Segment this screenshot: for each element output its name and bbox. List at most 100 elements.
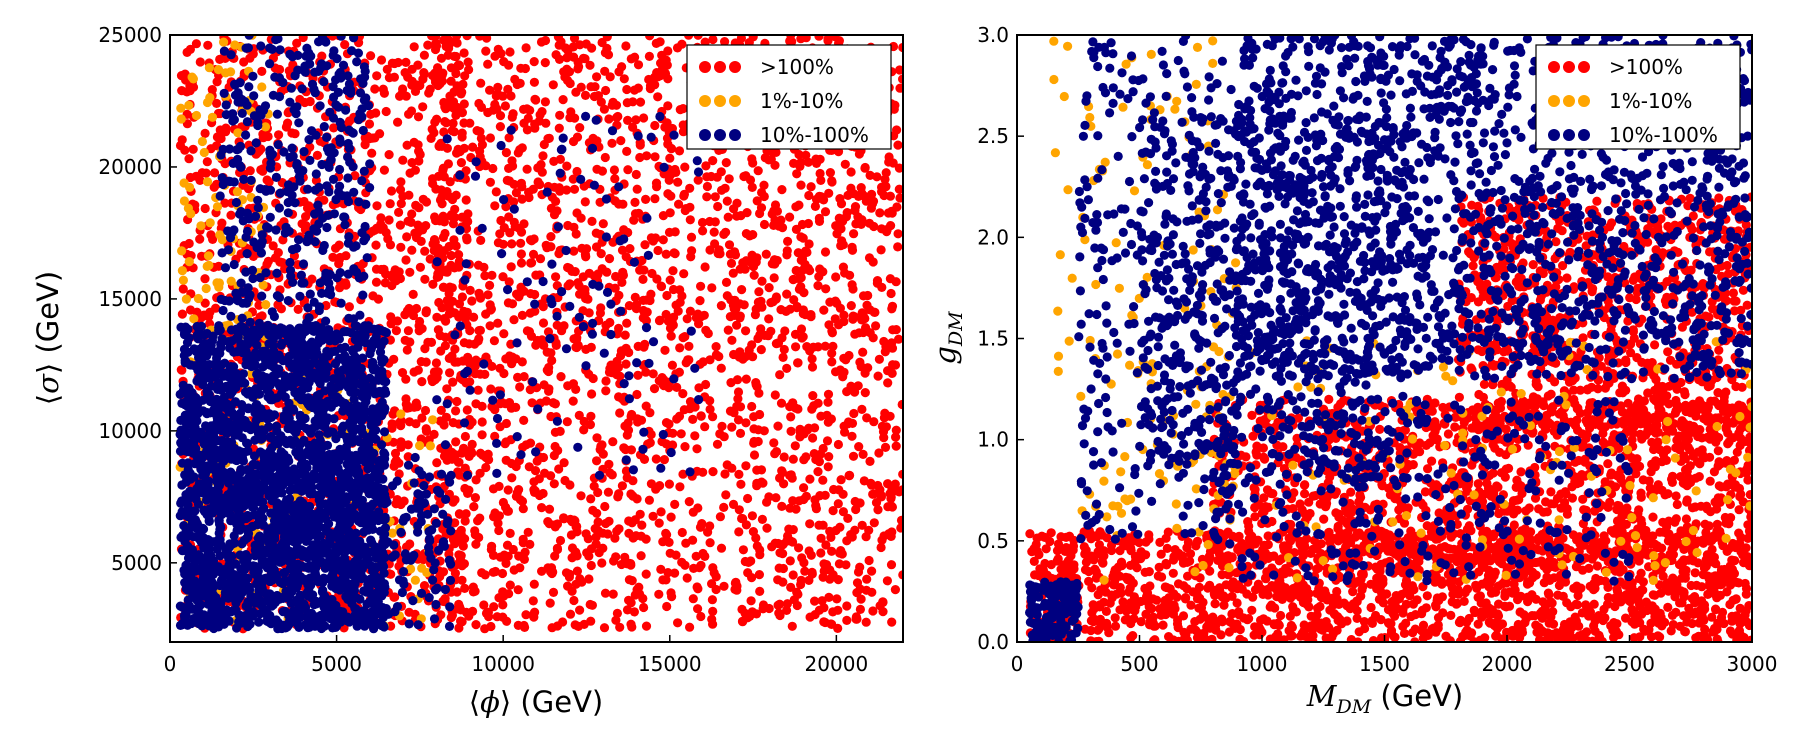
- left-point: [867, 566, 877, 576]
- left-point: [601, 232, 612, 242]
- left-point: [624, 516, 634, 526]
- left-point: [776, 398, 787, 408]
- left-point: [477, 568, 487, 578]
- left-point: [570, 267, 580, 277]
- left-point: [623, 165, 633, 175]
- left-point: [581, 111, 591, 121]
- left-point: [636, 551, 646, 561]
- left-point: [754, 287, 764, 297]
- left-point: [498, 91, 508, 101]
- left-point: [421, 424, 431, 434]
- left-point: [688, 414, 698, 424]
- left-point: [757, 514, 768, 525]
- left-point: [658, 235, 668, 245]
- left-point: [885, 274, 896, 284]
- left-point: [827, 546, 837, 556]
- left-point: [806, 182, 816, 192]
- left-point: [495, 422, 505, 432]
- left-point: [389, 461, 399, 471]
- left-point: [639, 342, 649, 352]
- left-point: [417, 377, 427, 387]
- left-point: [830, 296, 841, 306]
- left-point: [671, 300, 681, 310]
- left-point: [756, 465, 767, 475]
- left-point: [199, 147, 209, 158]
- left-point: [752, 478, 762, 488]
- left-point: [507, 161, 518, 171]
- left-point: [495, 122, 505, 132]
- left-point: [877, 421, 888, 431]
- left-point: [788, 454, 798, 464]
- left-point: [304, 59, 314, 69]
- left-point: [201, 168, 211, 178]
- left-point: [824, 452, 834, 462]
- left-point: [778, 577, 788, 587]
- left-point: [488, 105, 498, 115]
- left-point: [477, 223, 487, 233]
- left-point: [475, 369, 485, 379]
- left-point: [401, 57, 411, 67]
- left-point: [391, 276, 401, 286]
- left-point: [521, 43, 531, 53]
- left-point: [857, 308, 867, 318]
- left-point: [612, 112, 622, 123]
- left-point: [710, 192, 720, 202]
- left-point: [184, 154, 194, 164]
- left-point: [404, 607, 414, 617]
- left-point: [860, 388, 870, 398]
- left-point: [886, 288, 896, 299]
- left-point: [670, 568, 680, 578]
- left-point: [818, 475, 828, 485]
- left-point: [442, 384, 452, 394]
- left-point: [371, 277, 382, 287]
- left-point: [663, 74, 673, 84]
- left-point: [449, 127, 459, 137]
- left-point: [741, 229, 752, 239]
- left-point: [177, 309, 187, 319]
- left-point: [522, 125, 533, 135]
- left-point: [454, 470, 464, 480]
- left-point: [262, 259, 272, 269]
- left-point: [419, 581, 430, 591]
- left-point: [408, 596, 418, 606]
- left-point: [232, 187, 242, 197]
- left-point: [529, 579, 539, 589]
- left-point: [883, 479, 893, 489]
- left-point: [771, 447, 782, 457]
- left-point: [440, 341, 450, 351]
- left-point: [456, 158, 466, 168]
- left-point: [423, 337, 433, 347]
- left-point: [578, 272, 588, 282]
- left-point: [621, 359, 631, 369]
- left-point: [822, 436, 833, 446]
- left-point: [435, 216, 445, 226]
- left-point: [181, 294, 191, 304]
- left-point: [376, 219, 386, 229]
- left-point: [606, 329, 616, 340]
- left-point: [205, 218, 215, 228]
- left-point: [764, 603, 774, 614]
- left-point: [886, 560, 897, 570]
- left-point: [379, 165, 389, 175]
- left-point: [517, 194, 527, 204]
- left-point: [707, 595, 718, 605]
- left-point: [707, 614, 717, 624]
- left-point: [780, 326, 790, 336]
- left-point: [612, 608, 623, 619]
- left-point: [470, 171, 481, 181]
- left-point: [488, 163, 498, 174]
- left-point: [641, 621, 652, 631]
- left-point: [893, 242, 903, 252]
- left-point: [659, 455, 670, 465]
- left-point: [883, 378, 893, 388]
- left-point: [779, 344, 789, 355]
- left-point: [628, 122, 638, 132]
- left-point: [895, 193, 903, 203]
- left-point: [508, 109, 518, 119]
- left-point: [456, 616, 466, 626]
- left-point: [698, 226, 708, 236]
- left-point: [314, 305, 324, 316]
- left-point: [188, 144, 198, 154]
- left-point: [628, 491, 638, 501]
- left-point: [451, 406, 461, 416]
